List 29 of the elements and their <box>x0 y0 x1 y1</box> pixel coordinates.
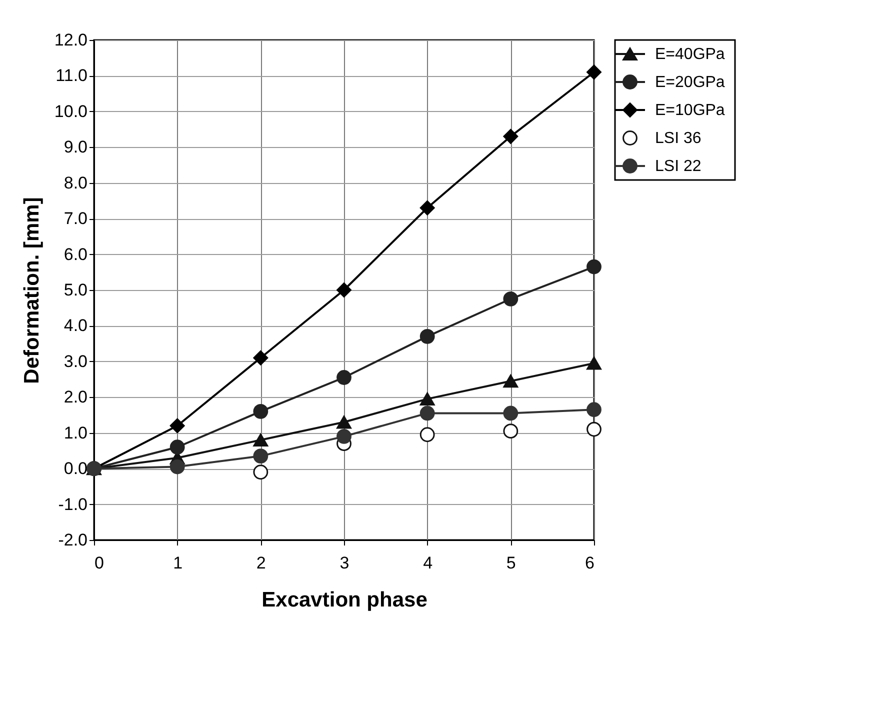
y-tick-label: 12.0 <box>54 30 88 50</box>
y-tick-label: 6.0 <box>64 244 88 264</box>
y-tick-label: 4.0 <box>64 316 88 336</box>
x-axis-title: Excavtion phase <box>262 588 428 612</box>
x-tick-label: 6 <box>585 554 594 572</box>
legend-label: LSI 22 <box>655 158 702 175</box>
legend-label: E=40GPa <box>655 46 725 63</box>
y-tick-label: -2.0 <box>58 530 88 550</box>
y-tick-label: 10.0 <box>54 102 88 121</box>
legend-label: LSI 36 <box>655 130 702 147</box>
y-tick-label: 3.0 <box>64 352 88 371</box>
y-tick-label: 5.0 <box>64 280 88 300</box>
y-tick-label: 7.0 <box>64 209 88 228</box>
x-tick-label: 1 <box>173 554 183 572</box>
x-tick-label: 4 <box>423 554 433 572</box>
legend-label: E=20GPa <box>655 74 725 91</box>
y-tick-label: -1.0 <box>58 494 88 514</box>
x-tick-label: 0 <box>94 554 104 572</box>
y-tick-label: 9.0 <box>64 138 88 157</box>
y-tick-label: 2.0 <box>64 388 88 407</box>
y-axis-title: Deformation. [mm] <box>20 197 44 384</box>
x-tick-label: 3 <box>340 554 350 572</box>
y-tick-label: 0.0 <box>64 459 88 478</box>
legend-label: E=10GPa <box>655 102 725 119</box>
y-tick-label: 1.0 <box>64 423 88 442</box>
y-tick-label: 8.0 <box>64 173 88 192</box>
y-tick-label: 11.0 <box>56 66 88 86</box>
x-tick-label: 2 <box>256 554 266 572</box>
x-tick-label: 5 <box>506 554 516 572</box>
